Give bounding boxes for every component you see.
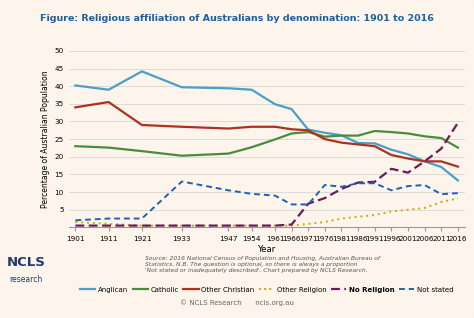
Text: Source: 2016 National Census of Population and Housing, Australian Bureau of
Sta: Source: 2016 National Census of Populati… [145, 256, 380, 273]
Text: © NCLS Research      ncls.org.au: © NCLS Research ncls.org.au [180, 299, 294, 306]
X-axis label: Year: Year [257, 245, 276, 254]
Legend: Anglican, Catholic, Other Christian, Other Religion, No Religion, Not stated: Anglican, Catholic, Other Christian, Oth… [77, 284, 456, 295]
Y-axis label: Percentage of Australian Population: Percentage of Australian Population [41, 70, 50, 208]
Text: Figure: Religious affiliation of Australians by denomination: 1901 to 2016: Figure: Religious affiliation of Austral… [40, 14, 434, 23]
Text: research: research [9, 275, 43, 284]
Text: NCLS: NCLS [7, 256, 46, 269]
